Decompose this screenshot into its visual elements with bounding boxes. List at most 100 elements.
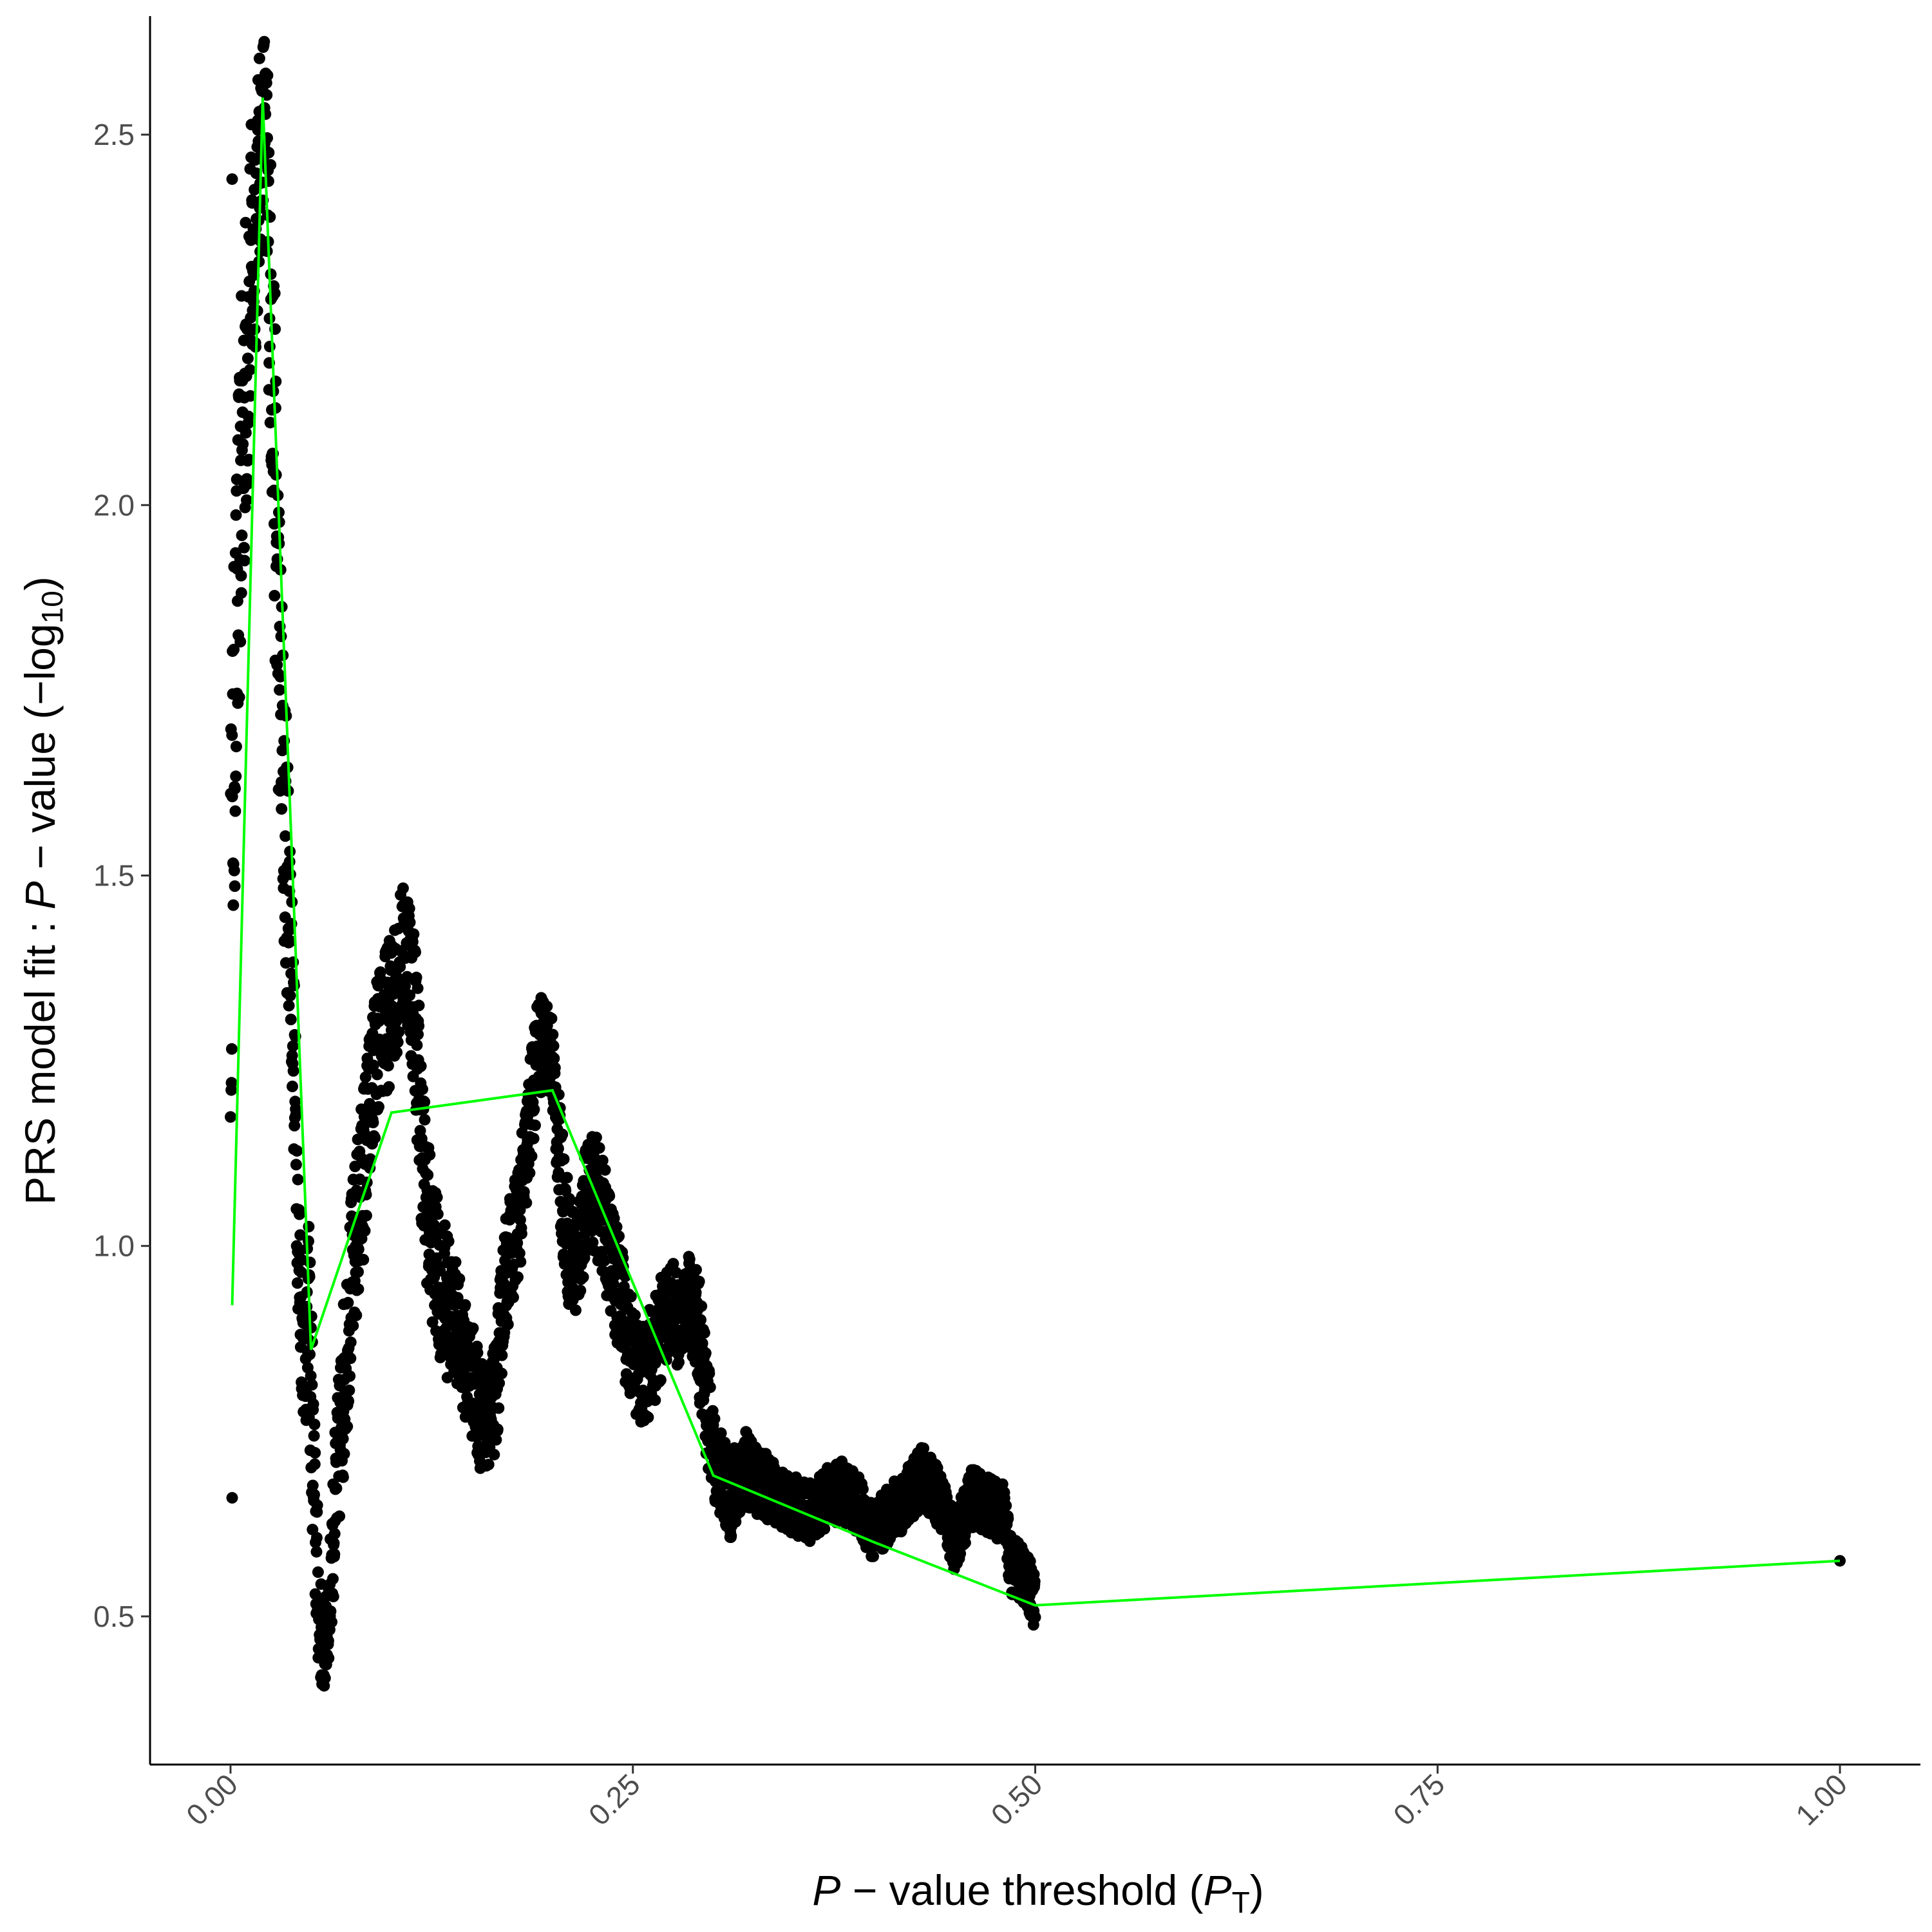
data-point (683, 1253, 696, 1265)
data-point (512, 1271, 524, 1283)
data-point (304, 1256, 316, 1269)
data-point (261, 70, 274, 81)
data-point (341, 1421, 354, 1433)
data-point (227, 899, 240, 911)
data-point (596, 1155, 609, 1166)
data-point (708, 1413, 721, 1425)
data-point (308, 1488, 320, 1501)
data-point (234, 636, 247, 648)
data-point (303, 1271, 316, 1283)
y-axis-ticks: 0.5 1.0 1.5 2.0 2.5 (93, 118, 150, 1633)
data-point (225, 1077, 238, 1089)
data-point (283, 999, 295, 1012)
data-point (690, 1286, 702, 1298)
data-point (241, 494, 252, 506)
data-point (282, 785, 294, 797)
data-point (715, 1427, 727, 1439)
data-point (695, 1314, 706, 1326)
data-point (426, 1316, 439, 1328)
data-point (412, 1028, 424, 1041)
data-point (238, 542, 250, 554)
data-point (229, 805, 242, 817)
data-point (541, 1000, 553, 1012)
data-point (290, 1109, 302, 1121)
data-point (284, 846, 296, 858)
data-point (235, 569, 247, 582)
data-point (696, 1337, 708, 1349)
data-point (233, 691, 245, 703)
data-point (403, 902, 415, 914)
data-point (493, 1402, 505, 1414)
data-point (654, 1374, 667, 1386)
y-tick-label: 2.0 (93, 488, 135, 522)
data-point (262, 175, 274, 187)
data-point (350, 1309, 363, 1321)
data-point (667, 1258, 679, 1270)
data-point (275, 630, 287, 643)
data-point (410, 946, 421, 958)
data-point (507, 1291, 519, 1303)
data-point (417, 1083, 428, 1095)
data-point (625, 1291, 637, 1303)
data-point (305, 1311, 317, 1322)
data-point (322, 1634, 334, 1647)
data-point (725, 1530, 737, 1542)
data-point (284, 990, 296, 1002)
data-point (242, 352, 254, 365)
data-point (283, 856, 296, 867)
x-tick-label: 1.00 (1789, 1767, 1853, 1832)
data-point (285, 935, 297, 947)
data-point (918, 1442, 930, 1454)
data-point (352, 1266, 364, 1278)
data-point (412, 982, 424, 994)
data-point (269, 287, 281, 299)
scatter-points (225, 35, 1846, 1692)
data-point (306, 1379, 318, 1391)
data-point (428, 1219, 440, 1231)
data-point (548, 1052, 560, 1065)
data-point (471, 1347, 484, 1359)
data-point (250, 167, 262, 179)
data-point (303, 1235, 314, 1247)
data-point (526, 1150, 538, 1162)
data-point (704, 1381, 716, 1394)
data-point (1028, 1575, 1041, 1587)
data-point (308, 1430, 320, 1442)
data-point (309, 1446, 321, 1459)
data-point (954, 1548, 967, 1560)
data-point (819, 1522, 831, 1535)
data-point (228, 864, 240, 876)
data-point (334, 1510, 346, 1522)
data-point (394, 961, 406, 973)
data-point (415, 1060, 427, 1072)
data-point (310, 1531, 323, 1544)
data-point (328, 1537, 340, 1549)
data-point (264, 417, 276, 429)
data-point (276, 744, 289, 757)
data-point (383, 1081, 395, 1093)
data-point (472, 1440, 484, 1452)
y-axis-title: PRS model fit : P − value (−log10) (16, 576, 69, 1205)
data-point (578, 1252, 591, 1264)
x-tick-label: 0.00 (180, 1767, 244, 1832)
data-point (303, 1220, 315, 1233)
data-point (371, 1068, 383, 1081)
data-point (547, 1028, 559, 1041)
data-point (670, 1267, 682, 1278)
data-point (422, 1169, 434, 1181)
data-point (345, 1336, 357, 1349)
data-point (305, 1370, 317, 1382)
data-point (397, 882, 409, 895)
data-point (590, 1132, 602, 1144)
data-point (603, 1190, 616, 1202)
data-point (310, 1546, 323, 1558)
data-point (404, 916, 416, 929)
data-point (328, 1548, 341, 1560)
data-point (244, 390, 256, 402)
data-point (547, 1040, 560, 1052)
data-point (699, 1347, 712, 1359)
data-point (244, 364, 256, 376)
data-point (693, 1275, 705, 1287)
data-point (308, 1458, 321, 1470)
